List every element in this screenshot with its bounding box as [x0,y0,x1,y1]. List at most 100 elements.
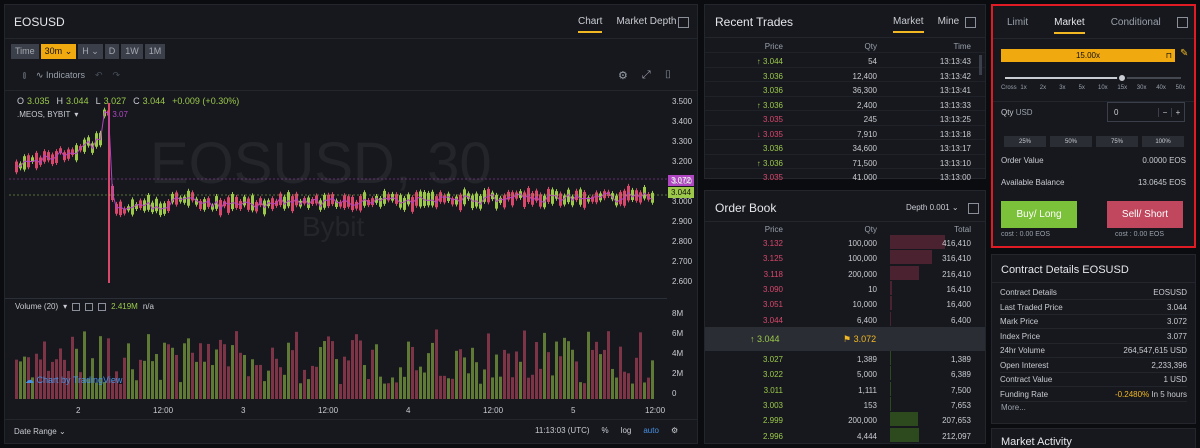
order-book-row[interactable]: 2.996 4,444 212,097 [705,427,985,443]
tab-limit[interactable]: Limit [1007,17,1029,28]
mark-price-tag: 3.072 [668,175,695,186]
decrement-button[interactable]: − [1158,107,1171,117]
volume-bar [375,344,378,399]
scrollbar[interactable] [979,55,982,75]
order-book-row[interactable]: 3.132 100,000 416,410 [705,235,985,250]
close-icon[interactable] [98,302,107,311]
percent-100-button[interactable]: 100% [1142,136,1184,147]
volume-axis-label: 8M [672,309,684,318]
volume-bar [171,347,174,399]
leverage-slider[interactable] [1005,73,1181,83]
log-toggle[interactable]: log [620,426,632,435]
expand-icon[interactable] [678,17,689,28]
candle [435,196,438,208]
order-book-row[interactable]: 3.022 5,000 6,389 [705,366,985,381]
leverage-mark[interactable]: 3x [1059,85,1066,91]
tab-market-depth[interactable]: Market Depth [616,16,677,27]
depth-bar [890,311,892,326]
tab-market[interactable]: Market [893,16,924,33]
volume-bar [395,382,398,399]
trade-list[interactable]: ↑ 3.044 54 13:13:43 3.036 12,400 13:13:42 3.03… [705,52,985,180]
volume-bar [23,356,26,399]
settings-icon[interactable]: ⚙ [670,426,679,435]
percent-50-button[interactable]: 50% [1050,136,1092,147]
tradingview-attribution[interactable]: ☁ Chart by TradingView [25,375,123,385]
contract-details-panel: Contract Details EOSUSD More... Contract… [991,254,1196,424]
detail-label: Funding Rate [1000,389,1049,399]
order-book-row[interactable]: 3.090 10 16,410 [705,280,985,296]
tab-chart[interactable]: Chart [578,16,603,33]
trade-time: 13:13:25 [939,115,971,124]
indicators-button[interactable]: ∿ Indicators [35,70,85,80]
leverage-mark[interactable]: 40x [1156,85,1166,91]
order-book-row[interactable]: 3.044 6,400 6,400 [705,311,985,327]
date-range-button[interactable]: Date Range ⌄ [14,427,66,436]
qty-input-value[interactable]: 0 [1114,107,1119,117]
timeframe-time[interactable]: Time [11,44,39,59]
volume-bar [519,361,522,399]
leverage-mark[interactable]: 5x [1078,85,1085,91]
edit-icon[interactable]: ✎ [1180,48,1189,59]
candle-type-icon[interactable]: ⫾ [23,70,26,80]
order-book-row[interactable]: 3.051 10,000 16,400 [705,296,985,311]
increment-button[interactable]: + [1171,107,1184,117]
chart-panel: EOSUSD Chart Market Depth Time 30m ⌄ H ⌄… [4,4,698,444]
study-legend[interactable]: .MEOS, BYBIT ▾ 3.07 [17,110,128,119]
qty-input[interactable]: 0 − + [1107,102,1185,122]
candle [563,195,566,205]
leverage-mark[interactable]: 15x [1117,85,1128,91]
settings-icon[interactable] [85,302,94,311]
timeframe-1w[interactable]: 1W [121,44,143,59]
order-book-row[interactable]: 2.999 200,000 207,653 [705,412,985,427]
tab-conditional[interactable]: Conditional [1110,17,1161,28]
price-chart[interactable] [9,93,667,303]
volume-legend[interactable]: Volume (20) ▾ 2.419M n/a [15,302,154,311]
percent-25-button[interactable]: 25% [1004,136,1046,147]
percent-toggle[interactable]: % [601,426,609,435]
order-book-row[interactable]: 3.003 153 7,653 [705,396,985,412]
volume-bar [63,359,66,399]
timeframe-d[interactable]: D [104,44,120,59]
volume-bar [399,367,402,399]
book-total: 6,400 [950,315,971,325]
trade-price: 3.036 [762,86,783,95]
expand-icon[interactable] [965,17,976,28]
timeframe-1m[interactable]: 1M [144,44,166,59]
trade-price: ↑ 3.036 [756,158,783,168]
expand-icon[interactable] [1177,17,1188,28]
more-link[interactable]: More... [1001,403,1026,412]
redo-icon[interactable]: ↷ [112,70,121,80]
sell-short-button[interactable]: Sell/ Short [1107,201,1183,228]
volume-chart[interactable] [9,315,667,403]
fullscreen-icon[interactable]: ⤢ [641,69,651,81]
order-book-row[interactable]: 3.125 100,000 316,410 [705,250,985,265]
expand-icon[interactable] [968,203,979,214]
timeframe-30m[interactable]: 30m ⌄ [40,44,77,59]
depth-selector[interactable]: Depth 0.001 ⌄ [906,203,959,212]
leverage-mark[interactable]: 10x [1098,85,1108,91]
order-book-row[interactable]: 3.027 1,389 1,389 [705,351,985,366]
leverage-slider-handle[interactable] [1117,73,1128,83]
timeframe-h[interactable]: H ⌄ [78,44,103,59]
eye-icon[interactable] [72,302,81,311]
settings-icon[interactable]: ⚙ [618,70,628,82]
leverage-mark[interactable]: 2x [1039,85,1047,91]
tab-market-order[interactable]: Market [1054,17,1085,34]
camera-icon[interactable]: ⌷ [664,69,672,81]
auto-toggle[interactable]: auto [643,426,659,435]
undo-icon[interactable]: ↶ [94,70,103,80]
column-header-total: Total [954,225,971,234]
order-book-row[interactable]: 3.011 1,111 7,500 [705,381,985,397]
candle [499,197,502,203]
tab-mine[interactable]: Mine [937,16,960,27]
percent-75-button[interactable]: 75% [1096,136,1138,147]
leverage-mark[interactable]: 30x [1136,85,1147,91]
buy-long-button[interactable]: Buy/ Long [1001,201,1077,228]
leverage-display[interactable]: 15.00x ⊓ [1001,49,1175,62]
candle [507,191,510,200]
leverage-mark[interactable]: Cross [1001,85,1017,91]
order-book-row[interactable]: 3.118 200,000 216,410 [705,265,985,281]
volume-bar [191,352,194,399]
leverage-mark[interactable]: 1x [1020,85,1027,91]
leverage-mark[interactable]: 50x [1175,85,1186,91]
